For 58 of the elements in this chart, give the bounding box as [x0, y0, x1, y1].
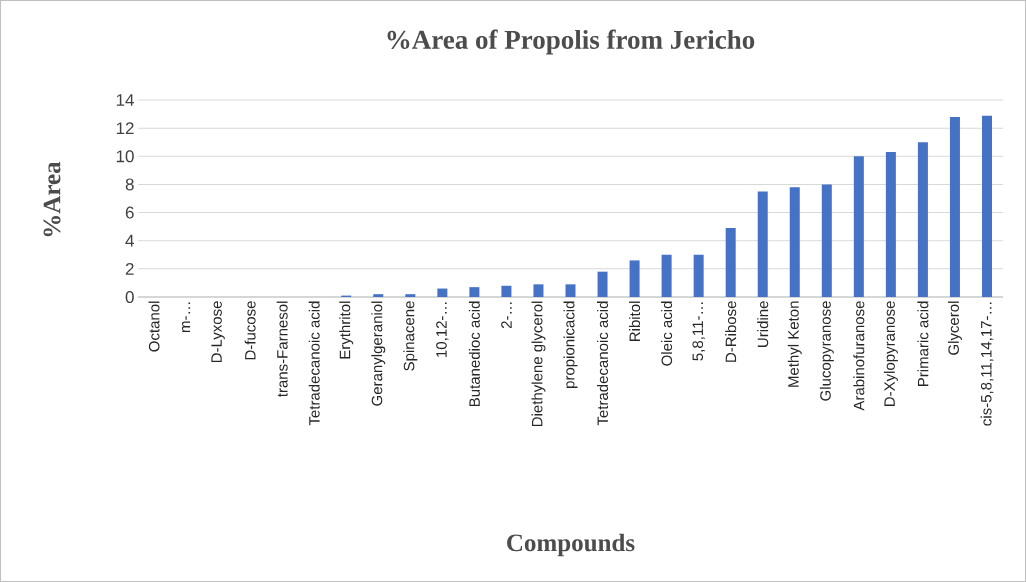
bar [469, 287, 480, 297]
bar [917, 142, 928, 297]
x-tick-label: Ribitol [629, 301, 641, 341]
x-tick-label: 10,12-… [436, 302, 449, 357]
bar [757, 191, 768, 297]
y-tick-label: 2 [125, 262, 134, 275]
x-tick-label: 5,8,11-… [692, 302, 705, 361]
y-tick-label: 12 [116, 122, 134, 135]
x-tick-label: propionicacid [563, 301, 578, 388]
bar [949, 116, 960, 297]
x-tick-label: trans-Farnesol [276, 301, 288, 398]
bar [565, 284, 576, 297]
x-tick-label: Primaric acid [917, 301, 929, 386]
bar [533, 284, 544, 297]
x-tick-label: Diethylene glycerol [531, 301, 546, 427]
x-tick-label: D-Xylopyranose [883, 301, 898, 407]
x-tick-label: m-… [182, 302, 191, 333]
bar [661, 254, 672, 297]
bar [629, 260, 640, 297]
x-tick-label: Butanedioc acid [468, 301, 480, 407]
y-tick-label: 4 [125, 234, 134, 247]
x-tick-label: D-fucose [244, 301, 256, 360]
x-tick-label: Uridine [757, 301, 769, 347]
x-tick-label: Spinacene [403, 301, 418, 371]
bar [597, 271, 608, 297]
x-tick-label: Tetradecanoic acid [308, 301, 320, 426]
bar [885, 152, 896, 297]
bar [725, 228, 736, 297]
y-tick-label: 14 [116, 94, 134, 106]
x-tick-label: Methyl Keton [787, 301, 802, 387]
x-tick-label: Octanol [148, 301, 160, 352]
x-tick-label: cis-5,8,11,14,17-… [980, 302, 994, 426]
y-tick-label: 0 [125, 290, 134, 304]
x-tick-label: D-Lyxose [211, 301, 225, 363]
x-tick-label: Glycerol [947, 301, 962, 355]
x-axis-title: Compounds [507, 533, 635, 557]
y-tick-label: 10 [116, 150, 134, 163]
bar [373, 294, 384, 297]
x-tick-label: Glucopyranose [819, 301, 834, 401]
bar [501, 285, 512, 297]
bar [853, 156, 864, 297]
bar [405, 294, 416, 297]
x-tick-label: Geranylgeraniol [371, 301, 386, 406]
bar [981, 115, 992, 297]
x-tick-label: 2-… [501, 302, 512, 329]
chart-title: %Area of Propolis from Jericho [387, 29, 755, 55]
x-tick-label: D-Ribose [725, 301, 737, 362]
x-tick-label: Arabinofuranose [853, 301, 865, 411]
bar [437, 288, 448, 297]
y-tick-label: 8 [125, 178, 134, 191]
x-tick-label: Tetradecanoic acid [597, 301, 609, 426]
bar [789, 187, 800, 297]
x-tick-label: Erythritol [339, 301, 354, 359]
y-axis-title: %Area [43, 161, 61, 237]
bar [693, 254, 704, 297]
x-tick-label: Oleic acid [661, 301, 673, 366]
bar [821, 184, 832, 297]
y-tick-label: 6 [125, 206, 134, 219]
